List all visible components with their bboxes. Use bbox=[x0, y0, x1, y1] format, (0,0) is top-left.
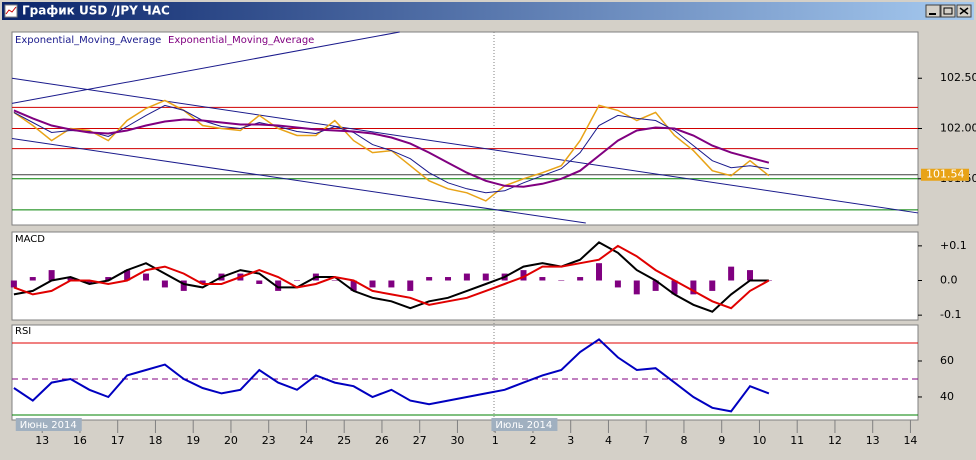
month-label: Июль 2014 bbox=[495, 420, 552, 431]
legend-entry: Exponential_Moving_Average bbox=[15, 35, 161, 46]
histogram-bar bbox=[124, 270, 131, 281]
histogram-bar bbox=[67, 277, 74, 281]
histogram-bar bbox=[558, 280, 565, 282]
histogram-bar bbox=[671, 280, 678, 295]
y-tick-label: 102.50 bbox=[940, 71, 976, 84]
histogram-bar bbox=[331, 280, 338, 282]
histogram-bar bbox=[482, 273, 489, 281]
last-price-box bbox=[921, 168, 969, 181]
histogram-bar bbox=[539, 277, 546, 281]
series-line bbox=[13, 104, 769, 194]
rsi-panel bbox=[11, 324, 919, 421]
y-tick-label: +0.1 bbox=[940, 239, 967, 252]
month-label-box bbox=[15, 418, 82, 431]
last-price-label: 101.54 bbox=[926, 168, 965, 181]
x-tick-label: 13 bbox=[35, 434, 49, 447]
x-tick-label: 17 bbox=[111, 434, 125, 447]
histogram-bar bbox=[633, 280, 640, 295]
month-label: Июнь 2014 bbox=[20, 420, 77, 431]
panel-title: MACD bbox=[15, 234, 45, 245]
histogram-bar bbox=[747, 270, 754, 281]
x-tick-label: 2 bbox=[529, 434, 536, 447]
histogram-bar bbox=[350, 280, 357, 291]
window-buttons[interactable] bbox=[925, 4, 972, 18]
x-tick-label: 1 bbox=[492, 434, 499, 447]
month-label-box bbox=[491, 418, 558, 431]
histogram-bar bbox=[294, 280, 301, 282]
legend-entry: Exponential_Moving_Average bbox=[168, 35, 314, 46]
x-tick-label: 12 bbox=[828, 434, 842, 447]
y-tick-label: 40 bbox=[940, 390, 954, 403]
series-line bbox=[13, 241, 769, 313]
x-tick-label: 30 bbox=[450, 434, 464, 447]
histogram-bar bbox=[86, 280, 93, 284]
histogram-bar bbox=[388, 280, 395, 288]
panel-title: RSI bbox=[15, 326, 31, 337]
histogram-bar bbox=[161, 280, 168, 288]
x-tick-label: 18 bbox=[148, 434, 162, 447]
x-tick-label: 9 bbox=[718, 434, 725, 447]
close-icon bbox=[959, 7, 969, 15]
x-tick-label: 3 bbox=[567, 434, 574, 447]
title-bar bbox=[2, 2, 974, 20]
x-tick-label: 19 bbox=[186, 434, 200, 447]
x-tick-label: 7 bbox=[643, 434, 650, 447]
trend-line bbox=[11, 138, 586, 224]
x-tick-label: 25 bbox=[337, 434, 351, 447]
histogram-bar bbox=[29, 277, 36, 281]
series-line bbox=[13, 244, 770, 310]
histogram-bar bbox=[275, 280, 282, 291]
maximize-icon bbox=[943, 7, 953, 15]
histogram-bar bbox=[520, 270, 527, 281]
histogram-bar bbox=[577, 277, 584, 281]
series-line bbox=[13, 338, 770, 413]
histogram-bar bbox=[596, 263, 603, 281]
minimize-button[interactable] bbox=[925, 4, 941, 18]
window-title: График USD /JPY ЧАС bbox=[22, 4, 170, 18]
x-tick-label: 27 bbox=[413, 434, 427, 447]
x-tick-label: 14 bbox=[903, 434, 917, 447]
histogram-bar bbox=[199, 280, 206, 284]
maximize-button[interactable] bbox=[940, 4, 956, 18]
histogram-bar bbox=[143, 273, 150, 281]
x-tick-label: 26 bbox=[375, 434, 389, 447]
histogram-bar bbox=[614, 280, 621, 288]
y-tick-label: 0.0 bbox=[940, 274, 958, 287]
x-tick-label: 20 bbox=[224, 434, 238, 447]
histogram-bar bbox=[48, 270, 55, 281]
histogram-bar bbox=[690, 280, 697, 295]
trend-line bbox=[11, 31, 400, 104]
x-tick-label: 16 bbox=[73, 434, 87, 447]
histogram-bar bbox=[256, 280, 263, 284]
histogram-bar bbox=[426, 277, 433, 281]
x-tick-label: 11 bbox=[790, 434, 804, 447]
x-tick-label: 23 bbox=[262, 434, 276, 447]
y-tick-label: 60 bbox=[940, 354, 954, 367]
window-icon-line bbox=[5, 6, 17, 15]
histogram-bar bbox=[652, 280, 659, 291]
histogram-bar bbox=[180, 280, 187, 291]
x-tick-label: 13 bbox=[866, 434, 880, 447]
histogram-bar bbox=[445, 277, 452, 281]
histogram-bar bbox=[463, 273, 470, 281]
x-tick-label: 24 bbox=[299, 434, 313, 447]
histogram-bar bbox=[10, 280, 17, 288]
x-tick-label: 10 bbox=[752, 434, 766, 447]
y-tick-label: 102.00 bbox=[940, 122, 976, 135]
x-tick-label: 8 bbox=[680, 434, 687, 447]
histogram-bar bbox=[709, 280, 716, 291]
histogram-bar bbox=[105, 277, 112, 281]
x-tick-label: 4 bbox=[605, 434, 612, 447]
histogram-bar bbox=[369, 280, 376, 288]
series-line bbox=[13, 109, 770, 188]
y-tick-label: -0.1 bbox=[940, 308, 961, 321]
plot: 102.50102.00101.50101.54+0.10.0-0.160401… bbox=[10, 31, 976, 447]
histogram-bar bbox=[728, 266, 735, 281]
histogram-bar bbox=[407, 280, 414, 291]
